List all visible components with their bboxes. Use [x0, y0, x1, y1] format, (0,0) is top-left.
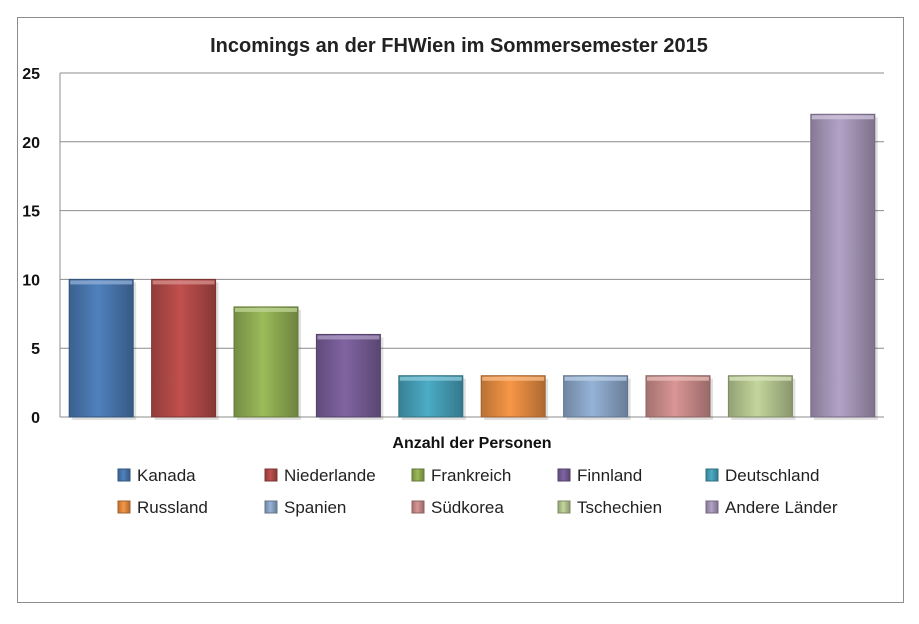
- bar-highlight: [811, 115, 874, 120]
- chart-title: Incomings an der FHWien im Sommersemeste…: [210, 35, 708, 57]
- y-tick-label: 10: [22, 272, 40, 289]
- legend-swatch: [411, 468, 425, 482]
- legend-swatch: [557, 500, 571, 514]
- y-tick-label: 0: [31, 410, 40, 427]
- bar-spanien: [563, 375, 629, 418]
- y-tick-label: 20: [22, 135, 40, 152]
- bar-andere-l-nder: [810, 113, 876, 418]
- bar-highlight: [482, 376, 545, 381]
- legend: Kanada Niederlande Frankreich Finnland Deuts…: [117, 466, 838, 517]
- bar-highlight: [152, 280, 215, 285]
- legend-swatch: [705, 500, 719, 514]
- legend-swatch: [117, 468, 131, 482]
- legend-label: Niederlande: [284, 466, 376, 485]
- bar-highlight: [564, 376, 627, 381]
- legend-label: Spanien: [284, 498, 346, 517]
- bar-highlight: [70, 280, 133, 285]
- bar-tschechien: [727, 375, 793, 418]
- y-tick-label: 15: [22, 204, 40, 221]
- y-axis-ticks: 0 5 10 15 20 25: [22, 66, 40, 427]
- y-tick-label: 5: [31, 341, 40, 358]
- bars: [68, 113, 878, 420]
- legend-label: Finnland: [577, 466, 642, 485]
- legend-swatch: [117, 500, 131, 514]
- bar-s-dkorea: [645, 375, 711, 418]
- legend-swatch: [705, 468, 719, 482]
- legend-swatch: [557, 468, 571, 482]
- x-axis-label: Anzahl der Personen: [392, 435, 551, 452]
- legend-swatch: [264, 468, 278, 482]
- bar-frankreich: [233, 306, 299, 418]
- bar-kanada: [68, 278, 134, 418]
- bar-highlight: [647, 376, 709, 381]
- legend-label: Russland: [137, 498, 208, 517]
- legend-label: Südkorea: [431, 498, 504, 517]
- legend-label: Tschechien: [577, 498, 662, 517]
- legend-label: Kanada: [137, 466, 196, 485]
- bar-highlight: [729, 376, 792, 381]
- legend-swatch: [411, 500, 425, 514]
- bar-highlight: [235, 307, 297, 312]
- legend-swatch: [264, 500, 278, 514]
- bar-finnland: [315, 333, 381, 418]
- bar-russland: [480, 375, 546, 418]
- legend-label: Andere Länder: [725, 498, 838, 517]
- bar-highlight: [399, 376, 462, 381]
- bar-highlight: [317, 335, 380, 340]
- y-tick-label: 25: [22, 66, 40, 83]
- bar-deutschland: [398, 375, 464, 418]
- legend-label: Deutschland: [725, 466, 820, 485]
- legend-label: Frankreich: [431, 466, 511, 485]
- bar-niederlande: [151, 278, 217, 418]
